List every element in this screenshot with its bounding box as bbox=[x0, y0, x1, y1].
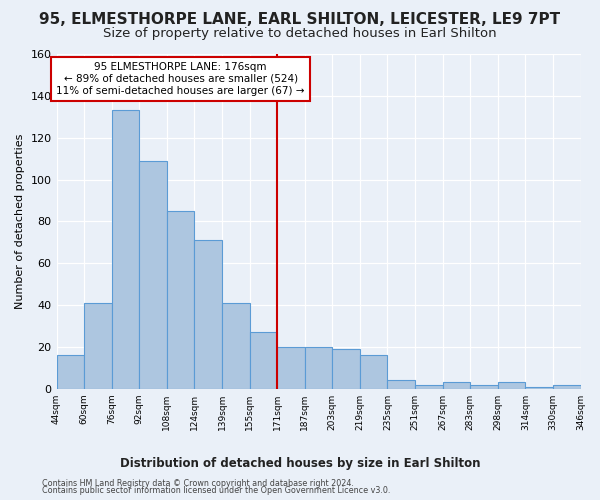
Y-axis label: Number of detached properties: Number of detached properties bbox=[15, 134, 25, 309]
Bar bbox=[526, 386, 553, 389]
Bar bbox=[112, 110, 139, 389]
Bar bbox=[250, 332, 277, 389]
Bar bbox=[443, 382, 470, 389]
Bar bbox=[553, 384, 581, 389]
Text: Contains HM Land Registry data © Crown copyright and database right 2024.: Contains HM Land Registry data © Crown c… bbox=[42, 478, 354, 488]
Bar bbox=[167, 211, 194, 389]
Text: 95 ELMESTHORPE LANE: 176sqm
← 89% of detached houses are smaller (524)
11% of se: 95 ELMESTHORPE LANE: 176sqm ← 89% of det… bbox=[56, 62, 305, 96]
Bar bbox=[305, 347, 332, 389]
Bar bbox=[139, 160, 167, 389]
Text: Distribution of detached houses by size in Earl Shilton: Distribution of detached houses by size … bbox=[120, 458, 480, 470]
Text: Size of property relative to detached houses in Earl Shilton: Size of property relative to detached ho… bbox=[103, 28, 497, 40]
Bar bbox=[84, 303, 112, 389]
Bar bbox=[470, 384, 498, 389]
Bar bbox=[194, 240, 222, 389]
Bar bbox=[415, 384, 443, 389]
Bar bbox=[360, 356, 388, 389]
Bar bbox=[498, 382, 526, 389]
Bar bbox=[277, 347, 305, 389]
Bar bbox=[56, 356, 84, 389]
Bar bbox=[388, 380, 415, 389]
Text: Contains public sector information licensed under the Open Government Licence v3: Contains public sector information licen… bbox=[42, 486, 391, 495]
Bar bbox=[332, 349, 360, 389]
Text: 95, ELMESTHORPE LANE, EARL SHILTON, LEICESTER, LE9 7PT: 95, ELMESTHORPE LANE, EARL SHILTON, LEIC… bbox=[40, 12, 560, 28]
Bar bbox=[222, 303, 250, 389]
